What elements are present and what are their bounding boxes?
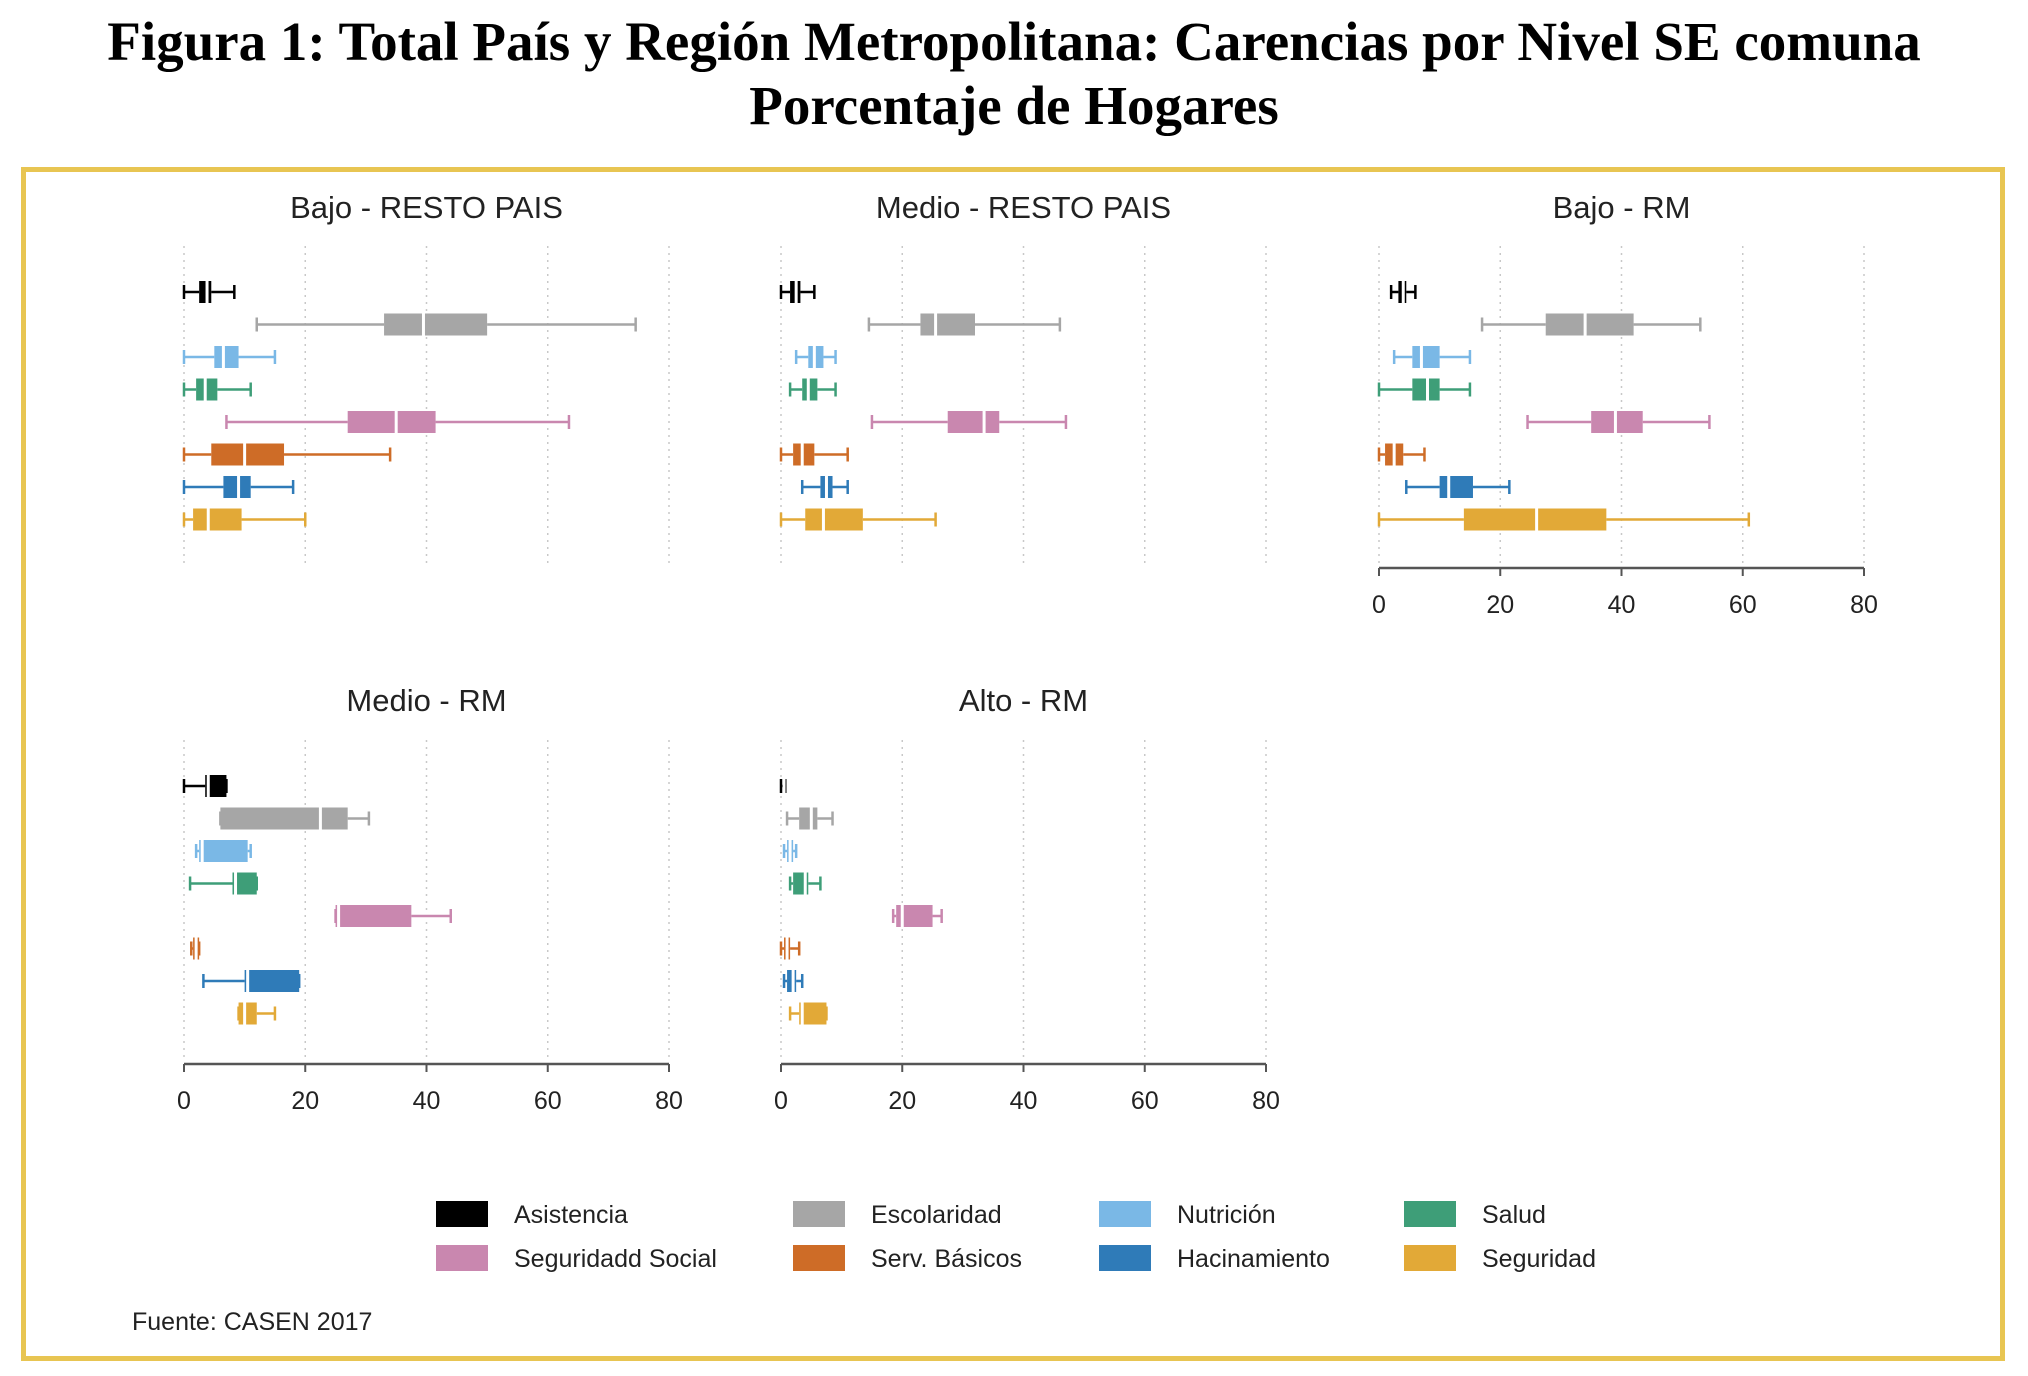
legend-label-seguridadd-social: Seguridadd Social (514, 1245, 717, 1273)
x-tick-label-medio-rm-80: 80 (655, 1087, 683, 1115)
x-tick-label-bajo-rm-40: 40 (1608, 591, 1636, 619)
box-medio-resto-pais-seguridadd-social (947, 411, 1000, 433)
x-tick-label-alto-rm-0: 0 (774, 1087, 788, 1115)
legend-label-serv-basicos: Serv. Básicos (871, 1245, 1022, 1273)
box-alto-rm-hacinamiento (787, 970, 797, 992)
box-alto-rm-seguridad (799, 1002, 827, 1025)
box-bajo-resto-pais-salud (196, 378, 218, 401)
box-medio-rm-nutricion (199, 840, 248, 862)
box-bajo-resto-pais-seguridad (193, 508, 242, 531)
x-tick-label-bajo-rm-20: 20 (1486, 591, 1514, 619)
legend-label-seguridad: Seguridad (1482, 1245, 1596, 1273)
x-tick-label-bajo-rm-60: 60 (1729, 591, 1757, 619)
box-medio-rm-asistencia (205, 775, 227, 797)
box-medio-resto-pais-serv-basicos (793, 443, 815, 466)
x-tick-label-alto-rm-40: 40 (1010, 1087, 1038, 1115)
box-bajo-resto-pais-asistencia (199, 281, 212, 303)
source-note: Fuente: CASEN 2017 (132, 1308, 373, 1336)
box-alto-rm-seguridadd-social (896, 905, 933, 927)
figure-title-line-1: Figura 1: Total País y Región Metropolit… (107, 11, 1921, 72)
x-tick-label-medio-rm-60: 60 (534, 1087, 562, 1115)
legend-label-escolaridad: Escolaridad (871, 1201, 1002, 1229)
box-medio-resto-pais-seguridad (805, 508, 863, 531)
legend-swatch-serv-basicos (793, 1245, 845, 1271)
box-medio-rm-salud (232, 872, 257, 895)
legend-swatch-hacinamiento (1099, 1245, 1151, 1271)
box-alto-rm-escolaridad (799, 807, 818, 830)
legend-label-hacinamiento: Hacinamiento (1177, 1245, 1330, 1273)
box-medio-rm-seguridadd-social (335, 905, 412, 927)
legend-swatch-salud (1404, 1201, 1456, 1227)
box-medio-resto-pais-salud (802, 378, 818, 401)
legend-label-salud: Salud (1482, 1201, 1546, 1229)
x-tick-label-bajo-rm-0: 0 (1372, 591, 1386, 619)
legend-swatch-seguridadd-social (436, 1245, 488, 1271)
legend-swatch-asistencia (436, 1201, 488, 1227)
box-bajo-rm-nutricion (1412, 346, 1440, 368)
box-medio-resto-pais-nutricion (808, 346, 824, 368)
box-bajo-rm-escolaridad (1545, 313, 1634, 336)
legend-swatch-escolaridad (793, 1201, 845, 1227)
x-tick-label-alto-rm-80: 80 (1252, 1087, 1280, 1115)
figure-frame (21, 167, 2005, 1361)
figure-title: Figura 1: Total País y Región Metropolit… (0, 10, 2028, 138)
box-bajo-rm-seguridadd-social (1591, 411, 1643, 433)
box-medio-rm-seguridad (238, 1002, 257, 1025)
x-tick-label-medio-rm-40: 40 (413, 1087, 441, 1115)
panel-title-alto-rm: Alto - RM (959, 683, 1088, 718)
x-tick-label-medio-rm-0: 0 (177, 1087, 191, 1115)
figure-title-line-2: Porcentaje de Hogares (749, 75, 1279, 136)
panel-title-bajo-rm: Bajo - RM (1553, 190, 1691, 225)
panel-title-medio-resto-pais: Medio - RESTO PAIS (876, 190, 1171, 225)
box-bajo-resto-pais-hacinamiento (223, 476, 251, 498)
panel-title-bajo-resto-pais: Bajo - RESTO PAIS (290, 190, 563, 225)
legend-label-asistencia: Asistencia (514, 1201, 628, 1229)
box-medio-rm-hacinamiento (244, 970, 300, 992)
box-bajo-rm-salud (1412, 378, 1440, 401)
panel-title-medio-rm: Medio - RM (346, 683, 506, 718)
box-bajo-resto-pais-serv-basicos (211, 443, 285, 466)
box-bajo-rm-seguridad (1463, 508, 1607, 531)
box-bajo-resto-pais-nutricion (214, 346, 239, 368)
legend-swatch-seguridad (1404, 1245, 1456, 1271)
legend-swatch-nutricion (1099, 1201, 1151, 1227)
x-tick-label-medio-rm-20: 20 (291, 1087, 319, 1115)
box-bajo-resto-pais-seguridadd-social (347, 411, 436, 433)
box-bajo-rm-hacinamiento (1439, 476, 1473, 498)
x-tick-label-alto-rm-20: 20 (888, 1087, 916, 1115)
box-bajo-resto-pais-escolaridad (384, 313, 488, 336)
x-tick-label-bajo-rm-80: 80 (1850, 591, 1878, 619)
box-medio-rm-escolaridad (220, 807, 348, 830)
legend-label-nutricion: Nutrición (1177, 1201, 1276, 1229)
box-medio-resto-pais-escolaridad (920, 313, 975, 336)
x-tick-label-alto-rm-60: 60 (1131, 1087, 1159, 1115)
